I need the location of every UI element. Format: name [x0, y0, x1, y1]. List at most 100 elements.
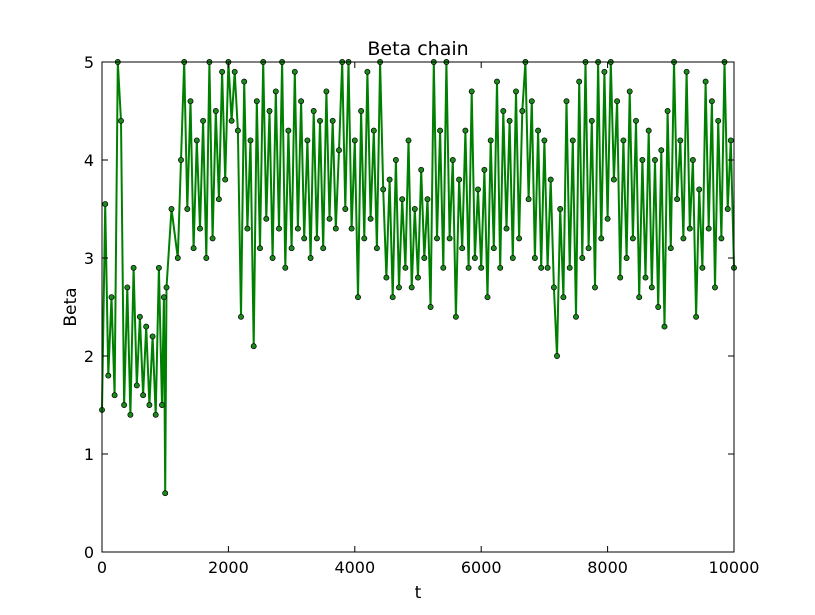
- data-point: [310, 108, 317, 114]
- data-point: [108, 294, 115, 301]
- y-tick-label: 0: [84, 543, 94, 562]
- data-point: [528, 98, 535, 105]
- data-point: [405, 137, 412, 144]
- data-point: [152, 411, 159, 418]
- data-point: [560, 294, 567, 301]
- data-point: [513, 88, 519, 95]
- data-point: [446, 235, 453, 242]
- data-point: [238, 313, 244, 320]
- data-point: [696, 186, 703, 193]
- data-point: [380, 186, 387, 193]
- data-point: [234, 127, 241, 134]
- x-tick-label: 4000: [334, 558, 375, 577]
- data-point: [563, 98, 570, 105]
- data-point: [440, 264, 447, 271]
- data-point: [604, 215, 611, 222]
- data-point: [674, 196, 681, 203]
- x-axis: 0 2000 4000 6000 8000 10000: [97, 62, 759, 577]
- data-point: [133, 382, 140, 389]
- data-point: [610, 176, 617, 183]
- data-point: [140, 392, 147, 399]
- data-point: [389, 294, 396, 301]
- data-point: [203, 255, 210, 261]
- data-point: [383, 274, 390, 281]
- data-point: [449, 157, 456, 163]
- data-point: [573, 313, 579, 320]
- data-point: [585, 245, 592, 252]
- data-point: [648, 284, 655, 291]
- data-point: [629, 235, 636, 242]
- data-point: [143, 323, 150, 330]
- data-point: [294, 225, 301, 232]
- data-series: [99, 59, 737, 497]
- data-point: [620, 137, 627, 144]
- y-tick-label: 2: [84, 347, 94, 366]
- data-point: [487, 137, 494, 144]
- data-point: [219, 68, 226, 75]
- data-point: [456, 176, 463, 183]
- data-point: [516, 235, 523, 242]
- data-point: [197, 225, 203, 232]
- data-point: [174, 255, 181, 261]
- data-point: [111, 392, 118, 399]
- data-point: [421, 255, 428, 261]
- data-point: [386, 176, 393, 183]
- data-point: [298, 98, 305, 105]
- data-point: [623, 255, 630, 261]
- y-tick-label: 4: [84, 151, 94, 170]
- data-point: [557, 206, 564, 212]
- data-point: [373, 245, 380, 252]
- data-point: [257, 245, 263, 252]
- data-point: [361, 235, 368, 242]
- data-point: [519, 108, 526, 114]
- data-point: [263, 215, 270, 222]
- data-point: [367, 215, 374, 222]
- data-point: [544, 264, 551, 271]
- data-point: [465, 264, 472, 271]
- data-point: [118, 117, 124, 124]
- data-point: [554, 353, 560, 359]
- data-point: [462, 127, 469, 134]
- data-point: [253, 98, 260, 105]
- data-point: [285, 127, 292, 134]
- data-point: [547, 176, 554, 183]
- y-axis-label: Beta: [61, 287, 81, 326]
- data-point: [222, 176, 229, 183]
- data-point: [121, 402, 128, 408]
- data-point: [190, 245, 197, 252]
- data-point: [146, 402, 153, 408]
- data-point: [329, 117, 336, 124]
- data-point: [639, 157, 646, 163]
- data-point: [160, 294, 167, 301]
- data-point: [307, 255, 314, 261]
- data-point: [569, 137, 576, 144]
- data-point: [434, 235, 440, 242]
- data-point: [355, 294, 361, 301]
- data-point: [187, 98, 194, 105]
- data-point: [247, 137, 254, 144]
- data-point: [468, 88, 475, 95]
- data-point: [418, 166, 425, 173]
- data-point: [579, 255, 586, 261]
- data-point: [215, 196, 222, 203]
- data-point: [541, 137, 548, 144]
- data-point: [655, 304, 662, 310]
- data-point: [658, 147, 665, 154]
- data-point: [481, 166, 488, 173]
- data-point: [452, 313, 459, 320]
- data-point: [392, 157, 399, 163]
- data-point: [727, 137, 734, 144]
- data-point: [598, 235, 605, 242]
- data-point: [396, 284, 402, 291]
- x-tick-label: 2000: [208, 558, 249, 577]
- data-point: [269, 255, 276, 261]
- data-point: [291, 68, 298, 75]
- x-tick-label: 0: [97, 558, 107, 577]
- data-point: [497, 264, 504, 271]
- data-point: [617, 274, 624, 281]
- data-point: [494, 78, 500, 85]
- data-point: [149, 333, 156, 340]
- data-point: [301, 235, 308, 242]
